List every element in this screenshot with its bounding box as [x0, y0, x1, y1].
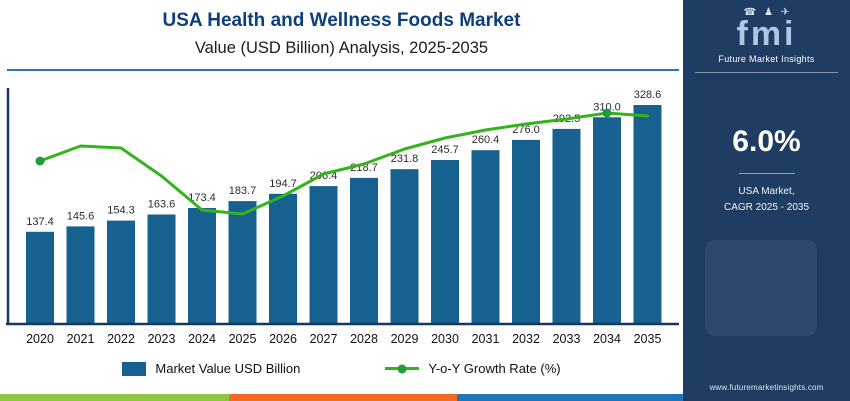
bar-2021	[66, 226, 95, 323]
bar-2023	[147, 214, 176, 323]
page-subtitle: Value (USD Billion) Analysis, 2025-2035	[194, 39, 489, 57]
bar-2029	[390, 169, 419, 323]
legend-item-growth-rate: Y-o-Y Growth Rate (%)	[385, 361, 561, 376]
bar-2025	[228, 201, 257, 323]
bar-2031	[471, 150, 500, 323]
x-axis-label: 2035	[634, 332, 662, 346]
stripe-segment-blue	[457, 394, 683, 401]
phone-icon: ☎	[743, 7, 757, 18]
bar-value-label: 145.6	[67, 210, 95, 222]
chart-legend: Market Value USD Billion Y-o-Y Growth Ra…	[0, 361, 683, 376]
fmi-logo: ☎ ♟ ✈ fmi Future Market Insights	[683, 0, 850, 64]
x-axis-label: 2025	[229, 332, 257, 346]
legend-label-market-value: Market Value USD Billion	[155, 361, 301, 376]
cagr-value: 6.0%	[732, 125, 801, 158]
bar-value-label: 328.6	[634, 89, 662, 101]
bar-value-label: 276.0	[512, 124, 540, 136]
bar-swatch-icon	[122, 361, 147, 376]
sidebar-divider	[695, 72, 838, 73]
stripe-segment-green	[0, 394, 229, 401]
bar-value-label: 231.8	[391, 153, 419, 165]
line-swatch-dot-icon	[397, 364, 407, 373]
bar-2035	[633, 105, 662, 323]
plane-icon: ✈	[781, 7, 790, 18]
bar-2026	[269, 193, 297, 323]
x-axis-label: 2022	[107, 332, 135, 346]
x-axis-label: 2032	[512, 332, 540, 346]
cagr-divider	[738, 173, 795, 174]
stripe-segment-orange	[229, 394, 457, 401]
x-axis-label: 2029	[391, 332, 419, 346]
x-axis-label: 2034	[593, 332, 621, 346]
bar-2028	[350, 177, 378, 323]
line-swatch-icon	[385, 364, 420, 373]
page-title: USA Health and Wellness Foods Market	[162, 10, 521, 31]
bar-value-label: 245.7	[431, 144, 459, 156]
x-axis-label: 2020	[26, 332, 54, 346]
x-axis-label: 2028	[350, 332, 378, 346]
x-axis-label: 2023	[148, 332, 176, 346]
bar-value-label: 173.4	[188, 192, 216, 204]
bar-2027	[309, 186, 338, 323]
bar-value-label: 154.3	[107, 205, 135, 217]
fmi-logo-icons: ☎ ♟ ✈	[683, 7, 850, 19]
bar-value-label: 163.6	[148, 199, 176, 211]
legend-item-market-value: Market Value USD Billion	[122, 361, 300, 376]
person-icon: ♟	[764, 7, 774, 18]
bar-2024	[188, 208, 216, 323]
x-axis-label: 2031	[472, 332, 500, 346]
bar-value-label: 310.0	[593, 101, 621, 113]
title-divider	[7, 69, 679, 71]
sidebar: ☎ ♟ ✈ fmi Future Market Insights 6.0% US…	[683, 0, 850, 401]
bar-2034	[593, 117, 621, 323]
bottom-color-stripe	[0, 394, 683, 401]
bar-2020	[26, 231, 54, 323]
cagr-label-line1: USA Market,	[738, 186, 795, 197]
x-axis-label: 2027	[310, 332, 338, 346]
bar-value-label: 194.7	[269, 178, 297, 190]
website-url: www.futuremarketinsights.com	[709, 383, 824, 392]
decor-panel	[705, 240, 817, 336]
bar-2022	[107, 220, 135, 323]
bar-value-label: 137.4	[26, 216, 54, 228]
x-axis-label: 2030	[431, 332, 459, 346]
legend-label-growth-rate: Y-o-Y Growth Rate (%)	[428, 361, 561, 376]
fmi-logo-text: fmi	[736, 15, 797, 53]
bar-value-label: 183.7	[229, 185, 257, 197]
cagr-label-line2: CAGR 2025 - 2035	[723, 202, 810, 213]
fmi-logo-subtext: Future Market Insights	[718, 54, 815, 64]
bar-value-label: 260.4	[472, 134, 500, 146]
growth-line-marker	[602, 108, 612, 118]
bar-2030	[431, 160, 459, 323]
x-axis-label: 2024	[188, 332, 216, 346]
cagr-label: USA Market, CAGR 2025 - 2035	[683, 184, 850, 216]
x-axis-label: 2021	[67, 332, 95, 346]
yoy-growth-line	[38, 111, 649, 216]
chart-area: USA Health and Wellness Foods Market Val…	[0, 10, 683, 401]
x-axis-label: 2026	[269, 332, 297, 346]
bar-2032	[512, 139, 540, 323]
market-chart-svg: 137.4 2020 145.6 2021 154.3 2022 163.6 2023 173.…	[6, 88, 679, 346]
bar-2033	[552, 128, 581, 323]
x-axis-label: 2033	[553, 332, 581, 346]
growth-line-marker	[35, 156, 45, 166]
